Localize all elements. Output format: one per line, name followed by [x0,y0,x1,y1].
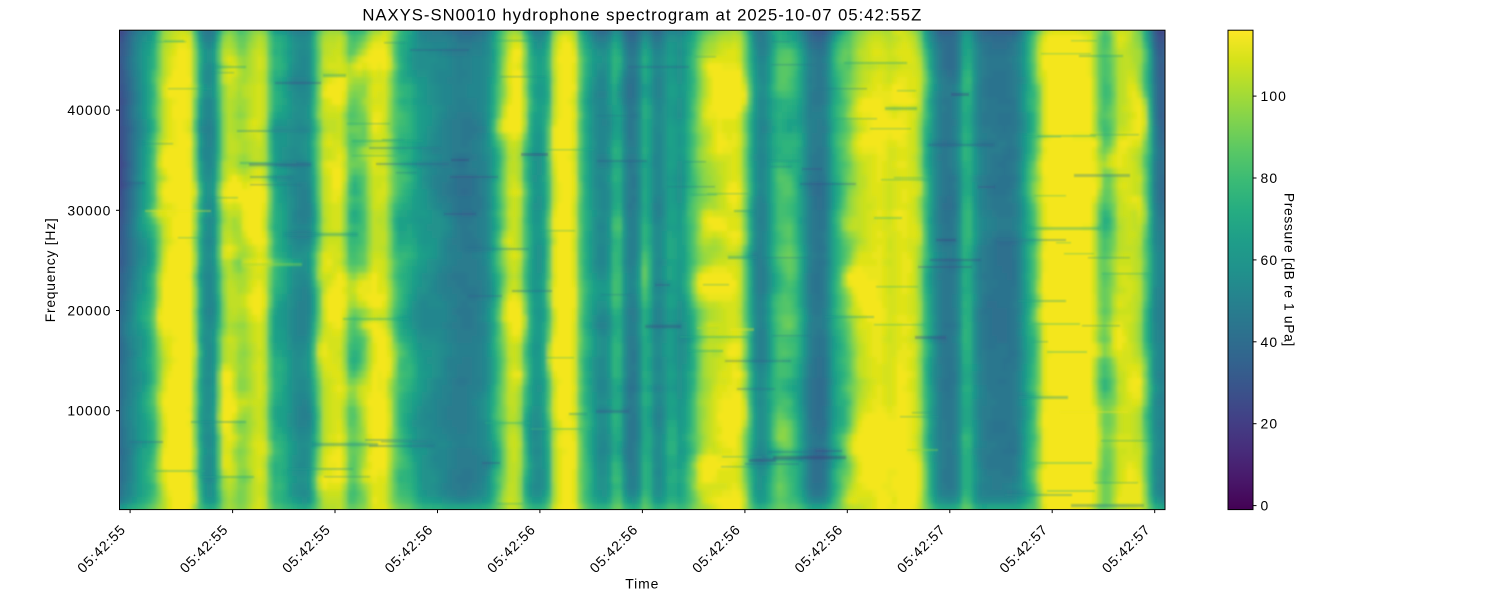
svg-text:20000: 20000 [67,303,111,319]
svg-text:30000: 30000 [67,202,111,218]
svg-text:NAXYS-SN0010 hydrophone spectr: NAXYS-SN0010 hydrophone spectrogram at 2… [362,5,922,24]
svg-text:Frequency [Hz]: Frequency [Hz] [42,217,58,322]
svg-text:100: 100 [1261,88,1288,104]
svg-text:10000: 10000 [67,403,111,419]
svg-text:Time: Time [625,576,659,592]
svg-text:20: 20 [1261,416,1279,432]
svg-text:0: 0 [1261,498,1270,514]
svg-text:Pressure [dB re 1 uPa]: Pressure [dB re 1 uPa] [1282,193,1298,347]
svg-text:60: 60 [1261,252,1279,268]
svg-text:40000: 40000 [67,102,111,118]
svg-text:40: 40 [1261,334,1279,350]
svg-text:80: 80 [1261,170,1279,186]
